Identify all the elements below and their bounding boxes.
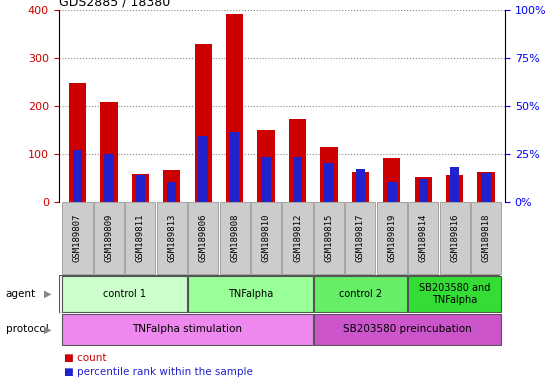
Text: ■ count: ■ count (64, 353, 107, 363)
Bar (257, 130, 275, 202)
Bar (387, 182, 397, 202)
Bar (289, 119, 306, 202)
Bar (446, 175, 463, 202)
Bar (73, 150, 82, 202)
Bar (199, 136, 208, 202)
Bar (226, 15, 243, 202)
Text: TNFalpha stimulation: TNFalpha stimulation (132, 324, 243, 334)
Bar (314, 202, 344, 274)
Text: GSM189811: GSM189811 (136, 214, 145, 262)
Bar (157, 202, 187, 274)
Bar (100, 102, 118, 202)
Bar (408, 202, 439, 274)
Text: GSM189819: GSM189819 (387, 214, 396, 262)
Bar (320, 147, 338, 202)
Text: GSM189816: GSM189816 (450, 214, 459, 262)
Bar (104, 154, 114, 202)
Text: GSM189812: GSM189812 (293, 214, 302, 262)
Bar (471, 202, 501, 274)
Bar (440, 202, 470, 274)
Text: ▶: ▶ (44, 324, 51, 334)
Bar (450, 167, 459, 202)
Text: GSM189817: GSM189817 (356, 214, 365, 262)
Bar (352, 172, 369, 202)
Bar (62, 276, 187, 312)
Text: TNFalpha: TNFalpha (228, 289, 273, 299)
Text: protocol: protocol (6, 324, 49, 334)
Bar (132, 174, 149, 202)
Bar (478, 172, 495, 202)
Bar (136, 175, 145, 202)
Text: control 1: control 1 (103, 289, 146, 299)
Text: GSM189807: GSM189807 (73, 214, 82, 262)
Text: GSM189808: GSM189808 (230, 214, 239, 262)
Bar (482, 173, 491, 202)
Bar (69, 83, 86, 202)
Bar (282, 202, 312, 274)
Bar (261, 157, 271, 202)
Text: agent: agent (6, 289, 36, 299)
Bar (355, 169, 365, 202)
Bar (163, 170, 180, 202)
Text: SB203580 preincubation: SB203580 preincubation (343, 324, 472, 334)
Bar (383, 159, 401, 202)
Text: GSM189814: GSM189814 (418, 214, 428, 262)
Bar (188, 276, 312, 312)
Bar (324, 163, 334, 202)
Bar (195, 44, 212, 202)
Bar (408, 276, 501, 312)
Text: ■ percentile rank within the sample: ■ percentile rank within the sample (64, 366, 253, 377)
Bar (167, 182, 176, 202)
Bar (415, 177, 432, 202)
Text: GDS2885 / 18380: GDS2885 / 18380 (59, 0, 170, 8)
Bar (418, 179, 428, 202)
Text: GSM189813: GSM189813 (167, 214, 176, 262)
Text: SB203580 and
TNFalpha: SB203580 and TNFalpha (419, 283, 490, 305)
Bar (293, 157, 302, 202)
Bar (62, 314, 312, 344)
Bar (94, 202, 124, 274)
Text: GSM189806: GSM189806 (199, 214, 208, 262)
Bar (219, 202, 250, 274)
Bar (125, 202, 156, 274)
Text: GSM189810: GSM189810 (262, 214, 271, 262)
Bar (251, 202, 281, 274)
Bar (188, 202, 218, 274)
Bar (314, 314, 501, 344)
Text: ▶: ▶ (44, 289, 51, 299)
Bar (314, 276, 407, 312)
Bar (345, 202, 376, 274)
Text: GSM189815: GSM189815 (324, 214, 334, 262)
Text: control 2: control 2 (339, 289, 382, 299)
Text: GSM189818: GSM189818 (482, 214, 490, 262)
Text: GSM189809: GSM189809 (104, 214, 113, 262)
Bar (62, 202, 93, 274)
Bar (377, 202, 407, 274)
Bar (230, 132, 239, 202)
